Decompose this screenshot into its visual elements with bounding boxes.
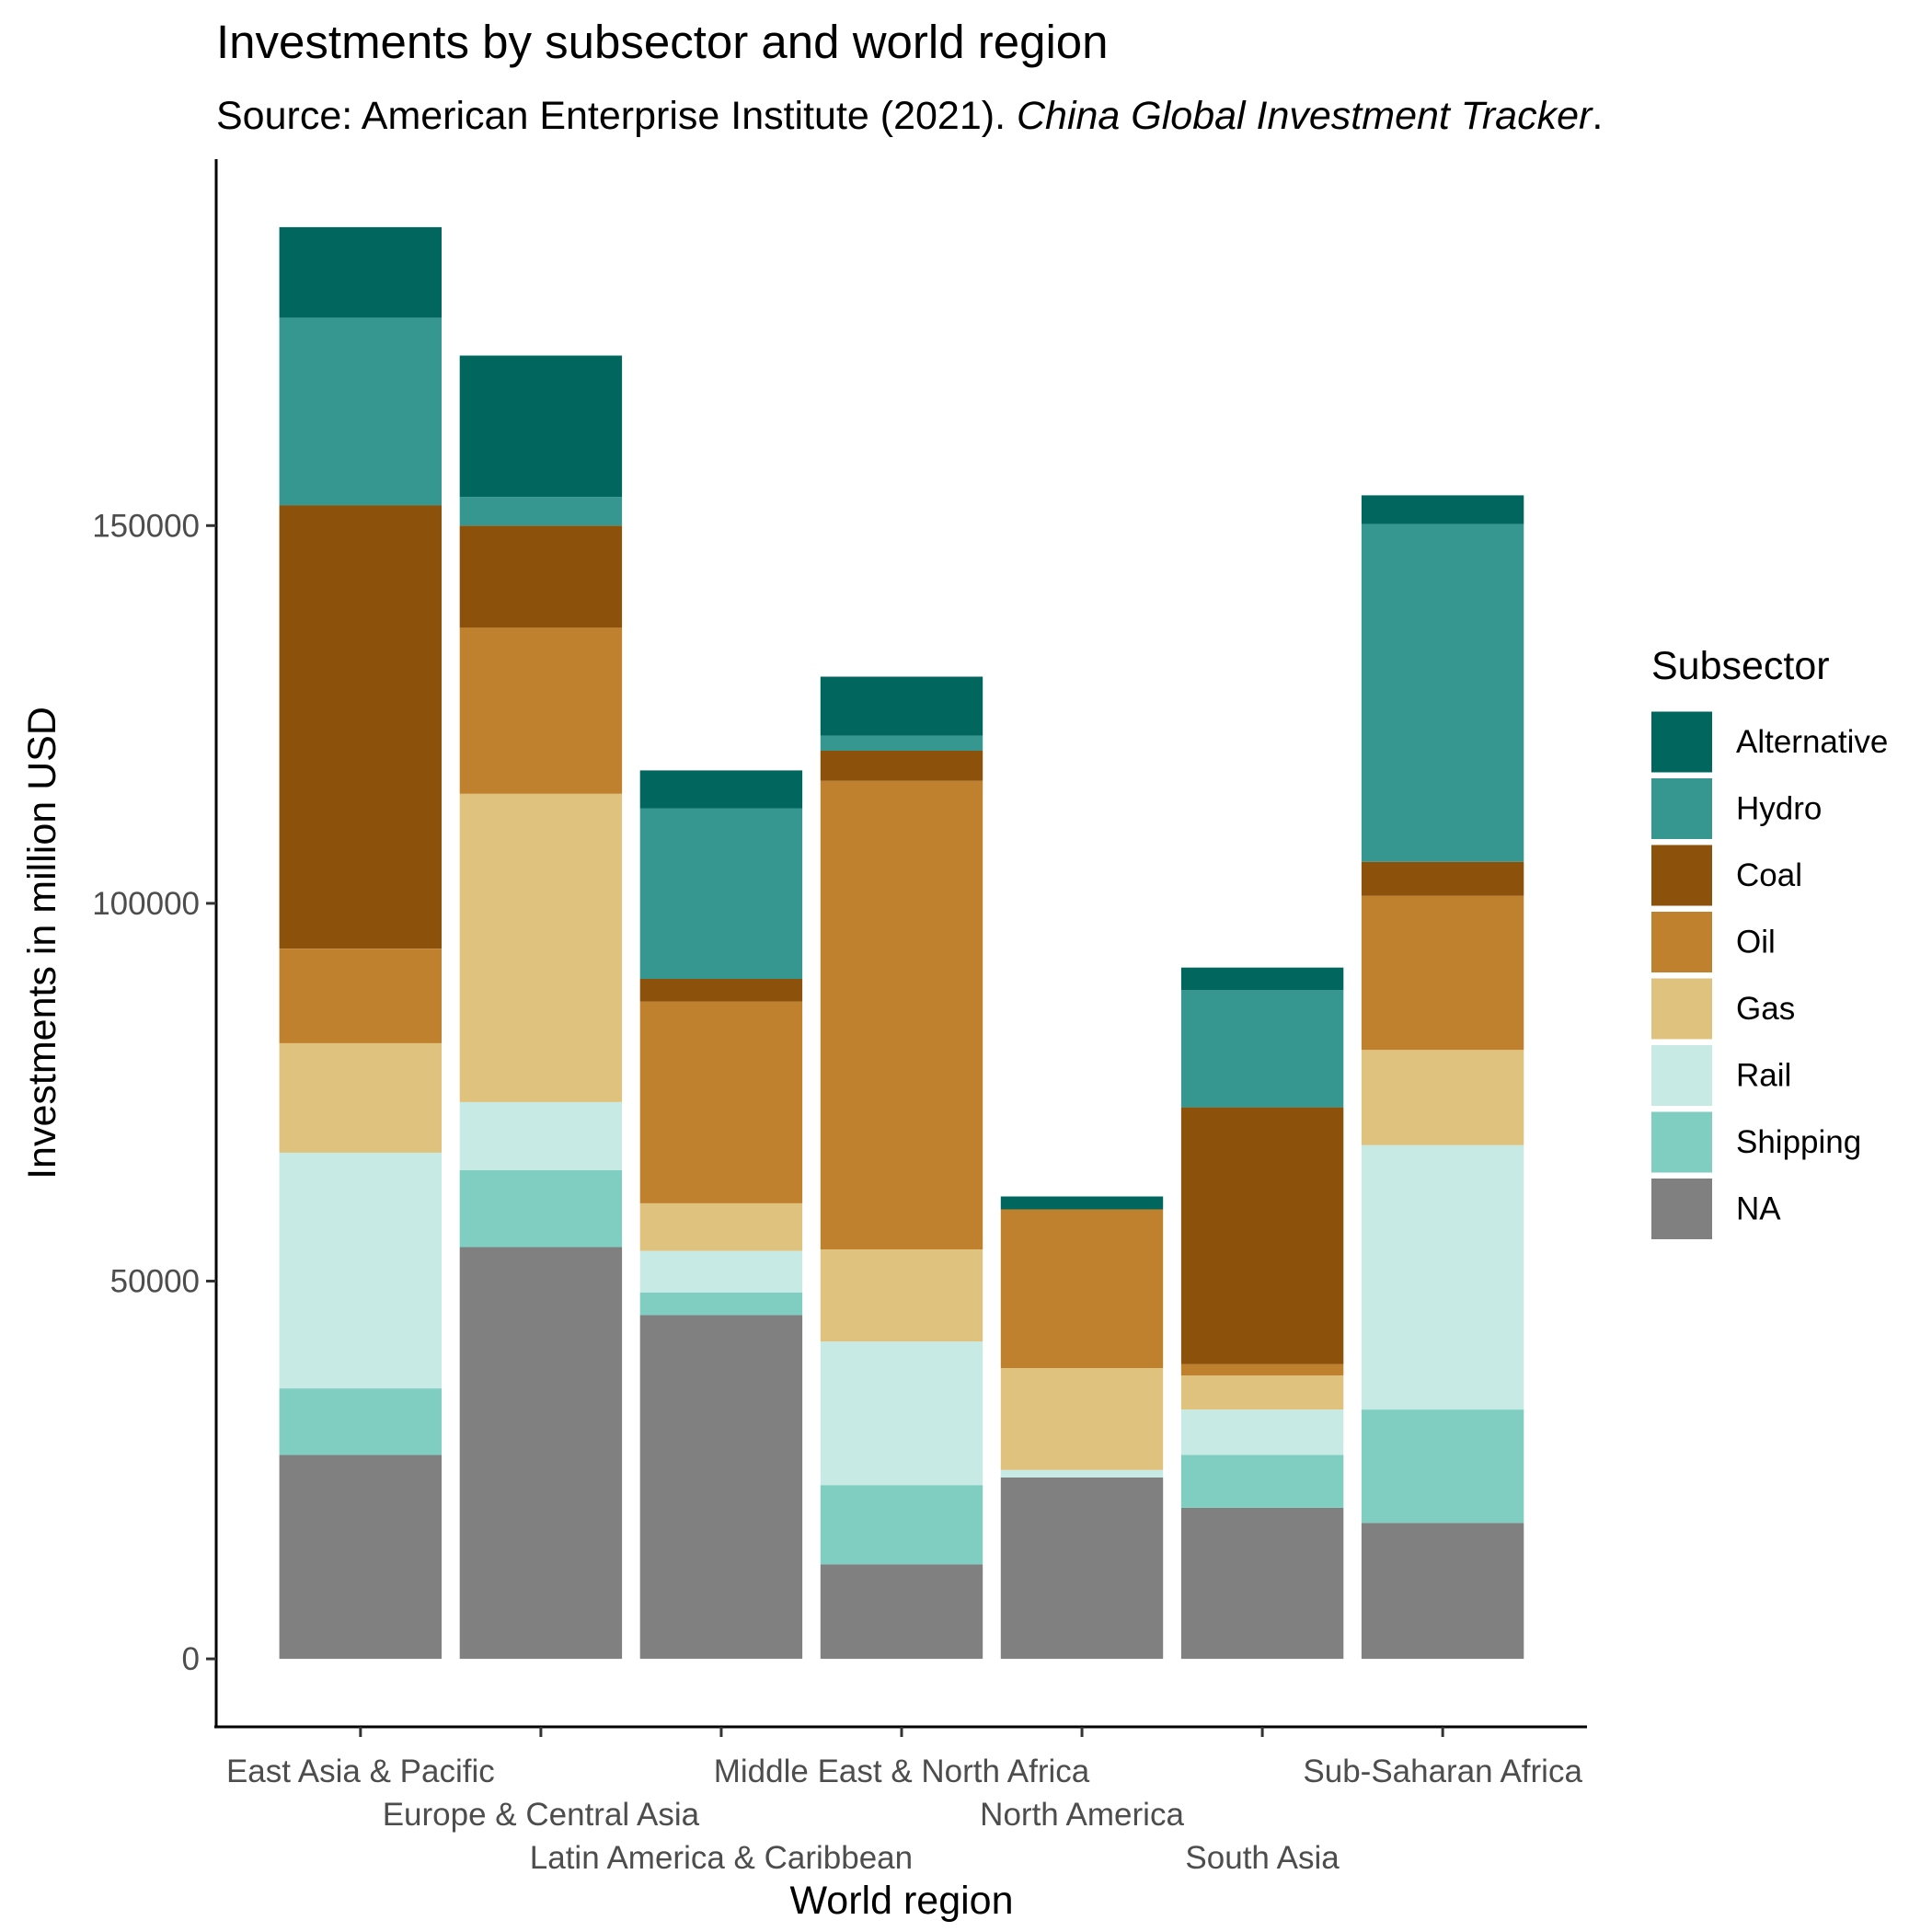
bar-south-asia-rail bbox=[1180, 1409, 1344, 1455]
legend-label-coal: Coal bbox=[1736, 857, 1802, 893]
bar-south-asia-alternative bbox=[1180, 967, 1344, 991]
bar-north-america-na bbox=[1000, 1478, 1164, 1660]
x-tick-label: Latin America & Caribbean bbox=[530, 1840, 913, 1876]
legend-key-oil bbox=[1651, 912, 1712, 972]
bar-middle-east-and-north-africa-oil bbox=[820, 780, 983, 1249]
bar-east-asia-and-pacific-na bbox=[279, 1455, 442, 1660]
bar-middle-east-and-north-africa-hydro bbox=[820, 735, 983, 751]
x-tick-label: Europe & Central Asia bbox=[383, 1797, 700, 1833]
bar-latin-america-and-caribbean-hydro bbox=[639, 808, 803, 979]
bar-latin-america-and-caribbean-na bbox=[639, 1315, 803, 1659]
bar-latin-america-and-caribbean-shipping bbox=[639, 1292, 803, 1316]
y-tick-label: 100000 bbox=[92, 886, 200, 922]
bar-sub-saharan-africa-oil bbox=[1361, 895, 1524, 1051]
bar-middle-east-and-north-africa-shipping bbox=[820, 1485, 983, 1565]
bar-middle-east-and-north-africa-gas bbox=[820, 1249, 983, 1342]
bar-east-asia-and-pacific-coal bbox=[279, 505, 442, 949]
bar-latin-america-and-caribbean-alternative bbox=[639, 770, 803, 809]
bar-middle-east-and-north-africa-alternative bbox=[820, 676, 983, 736]
bar-east-asia-and-pacific-hydro bbox=[279, 317, 442, 506]
legend-title: Subsector bbox=[1651, 644, 1830, 688]
bar-europe-and-central-asia-gas bbox=[459, 793, 623, 1102]
x-axis-ticks: East Asia & Pacific Europe & Central Asia… bbox=[226, 1727, 1582, 1876]
bar-europe-and-central-asia-hydro bbox=[459, 497, 623, 526]
chart-title: Investments by subsector and world regio… bbox=[216, 16, 1109, 68]
bar-east-asia-and-pacific-alternative bbox=[279, 226, 442, 318]
legend-key-shipping bbox=[1651, 1111, 1712, 1173]
bar-sub-saharan-africa-na bbox=[1361, 1523, 1524, 1660]
legend-key-gas bbox=[1651, 978, 1712, 1040]
bar-latin-america-and-caribbean-rail bbox=[639, 1250, 803, 1293]
bar-sub-saharan-africa-shipping bbox=[1361, 1409, 1524, 1524]
bar-north-america-gas bbox=[1000, 1367, 1164, 1470]
bar-south-asia-na bbox=[1180, 1507, 1344, 1660]
bar-sub-saharan-africa-gas bbox=[1361, 1050, 1524, 1145]
bar-east-asia-and-pacific-shipping bbox=[279, 1388, 442, 1455]
bar-europe-and-central-asia-alternative bbox=[459, 355, 623, 498]
legend-key-rail bbox=[1651, 1045, 1712, 1106]
bar-middle-east-and-north-africa-coal bbox=[820, 751, 983, 781]
bar-sub-saharan-africa-hydro bbox=[1361, 523, 1524, 862]
subtitle-source: Source: American Enterprise Institute (2… bbox=[216, 94, 1017, 138]
bar-latin-america-and-caribbean-oil bbox=[639, 1001, 803, 1203]
bar-north-america-alternative bbox=[1000, 1196, 1164, 1210]
x-tick-label: Middle East & North Africa bbox=[714, 1754, 1090, 1789]
y-tick-label: 50000 bbox=[110, 1263, 200, 1299]
subtitle-publication: China Global Investment Tracker bbox=[1017, 94, 1593, 138]
y-tick-label: 150000 bbox=[92, 508, 200, 544]
bar-south-asia-shipping bbox=[1180, 1455, 1344, 1508]
bar-sub-saharan-africa-rail bbox=[1361, 1144, 1524, 1410]
bar-europe-and-central-asia-coal bbox=[459, 525, 623, 628]
legend-key-na bbox=[1651, 1179, 1712, 1239]
x-axis-title: World region bbox=[790, 1879, 1014, 1923]
bar-middle-east-and-north-africa-na bbox=[820, 1564, 983, 1660]
bar-europe-and-central-asia-na bbox=[459, 1247, 623, 1660]
bar-sub-saharan-africa-alternative bbox=[1361, 495, 1524, 524]
legend-label-oil: Oil bbox=[1736, 925, 1776, 960]
bar-north-america-rail bbox=[1000, 1469, 1164, 1478]
bar-europe-and-central-asia-shipping bbox=[459, 1169, 623, 1248]
bar-latin-america-and-caribbean-coal bbox=[639, 979, 803, 1002]
bar-europe-and-central-asia-oil bbox=[459, 627, 623, 794]
chart-subtitle: Source: American Enterprise Institute (2… bbox=[216, 94, 1603, 138]
x-tick-label: Sub-Saharan Africa bbox=[1303, 1754, 1582, 1789]
bar-south-asia-hydro bbox=[1180, 990, 1344, 1108]
legend-label-shipping: Shipping bbox=[1736, 1124, 1861, 1160]
x-tick-label: North America bbox=[980, 1797, 1184, 1833]
subtitle-end: . bbox=[1592, 94, 1603, 138]
y-axis-title: Investments in million USD bbox=[20, 707, 64, 1179]
legend-label-na: NA bbox=[1736, 1191, 1781, 1227]
legend-key-coal bbox=[1651, 845, 1712, 906]
legend-label-rail: Rail bbox=[1736, 1058, 1791, 1094]
bar-south-asia-gas bbox=[1180, 1375, 1344, 1410]
legend-label-hydro: Hydro bbox=[1736, 791, 1822, 827]
x-tick-label: East Asia & Pacific bbox=[226, 1754, 495, 1789]
legend-key-hydro bbox=[1651, 778, 1712, 839]
bar-east-asia-and-pacific-oil bbox=[279, 949, 442, 1043]
legend-label-alternative: Alternative bbox=[1736, 724, 1888, 760]
y-tick-label: 0 bbox=[182, 1641, 200, 1677]
bar-south-asia-oil bbox=[1180, 1363, 1344, 1376]
bar-latin-america-and-caribbean-gas bbox=[639, 1202, 803, 1251]
x-tick-label: South Asia bbox=[1185, 1840, 1340, 1876]
bars-layer bbox=[279, 226, 1524, 1660]
bar-east-asia-and-pacific-rail bbox=[279, 1152, 442, 1389]
bar-south-asia-coal bbox=[1180, 1107, 1344, 1364]
bar-sub-saharan-africa-coal bbox=[1361, 861, 1524, 896]
legend: Subsector Alternative Hydro Coal Oil Gas Rail… bbox=[1651, 644, 1888, 1239]
legend-label-gas: Gas bbox=[1736, 991, 1795, 1027]
bar-europe-and-central-asia-rail bbox=[459, 1101, 623, 1170]
bar-middle-east-and-north-africa-rail bbox=[820, 1341, 983, 1486]
bar-north-america-oil bbox=[1000, 1209, 1164, 1368]
bar-east-asia-and-pacific-gas bbox=[279, 1042, 442, 1153]
legend-key-alternative bbox=[1651, 711, 1712, 773]
y-axis-ticks: 0 50000 100000 150000 bbox=[92, 508, 216, 1677]
